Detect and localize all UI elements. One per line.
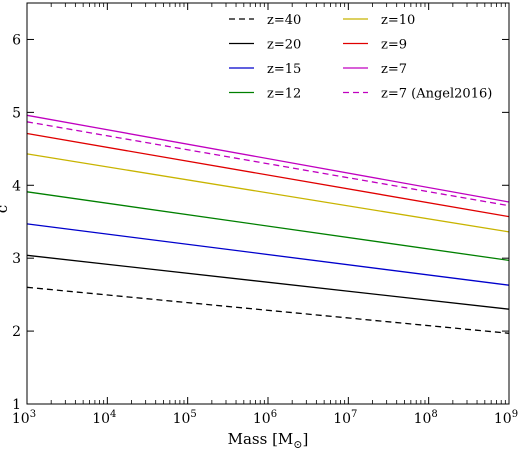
series-line-z-12 bbox=[26, 191, 510, 262]
x-tick-label: 107 bbox=[333, 409, 357, 427]
legend-label: z=12 bbox=[267, 87, 301, 102]
x-tick-label: 109 bbox=[494, 409, 518, 427]
series-line-z-9 bbox=[26, 132, 510, 218]
y-tick-label: 5 bbox=[12, 105, 21, 121]
series-line-z-20 bbox=[26, 254, 510, 310]
legend-label: z=7 bbox=[381, 62, 407, 77]
legend-label: z=40 bbox=[267, 13, 301, 28]
legend: z=40 z=10 z=20 z=9 z=15 z=7 z=12 z=7 (Angel2016… bbox=[229, 13, 492, 102]
x-axis-label-sun-symbol: ⊙ bbox=[293, 438, 302, 451]
y-tick-label: 6 bbox=[12, 32, 21, 48]
legend-label: z=20 bbox=[267, 38, 301, 53]
y-tick-label: 1 bbox=[12, 397, 21, 413]
series-line-z-7 bbox=[26, 114, 510, 203]
plot-area bbox=[26, 114, 510, 334]
legend-label: z=15 bbox=[267, 62, 301, 77]
plot-frame bbox=[26, 2, 510, 405]
x-tick-label: 106 bbox=[253, 409, 277, 427]
x-axis-label-main: Mass [M bbox=[228, 430, 294, 448]
axis-ticks: 103 104 105 106 107 108 109 1 2 3 4 5 6 bbox=[12, 3, 518, 427]
legend-label: z=9 bbox=[381, 38, 407, 53]
series-line-z-40 bbox=[26, 286, 510, 334]
series-line-z-15 bbox=[26, 223, 510, 286]
x-axis-label-close: ] bbox=[303, 430, 309, 448]
legend-label: z=10 bbox=[381, 13, 415, 28]
x-tick-label: 105 bbox=[173, 409, 197, 427]
y-tick-label: 3 bbox=[12, 251, 21, 267]
x-axis-label: Mass [M⊙] bbox=[228, 430, 309, 451]
x-tick-label: 108 bbox=[414, 409, 438, 427]
x-tick-label: 103 bbox=[12, 409, 36, 427]
series-line-z-10 bbox=[26, 153, 510, 233]
series-line-z-7-angel2016- bbox=[26, 121, 510, 207]
y-tick-label: 4 bbox=[12, 178, 21, 194]
legend-label: z=7 (Angel2016) bbox=[381, 87, 492, 102]
y-axis-label: c bbox=[0, 205, 11, 213]
y-tick-label: 2 bbox=[12, 324, 21, 340]
x-tick-label: 104 bbox=[92, 409, 116, 427]
